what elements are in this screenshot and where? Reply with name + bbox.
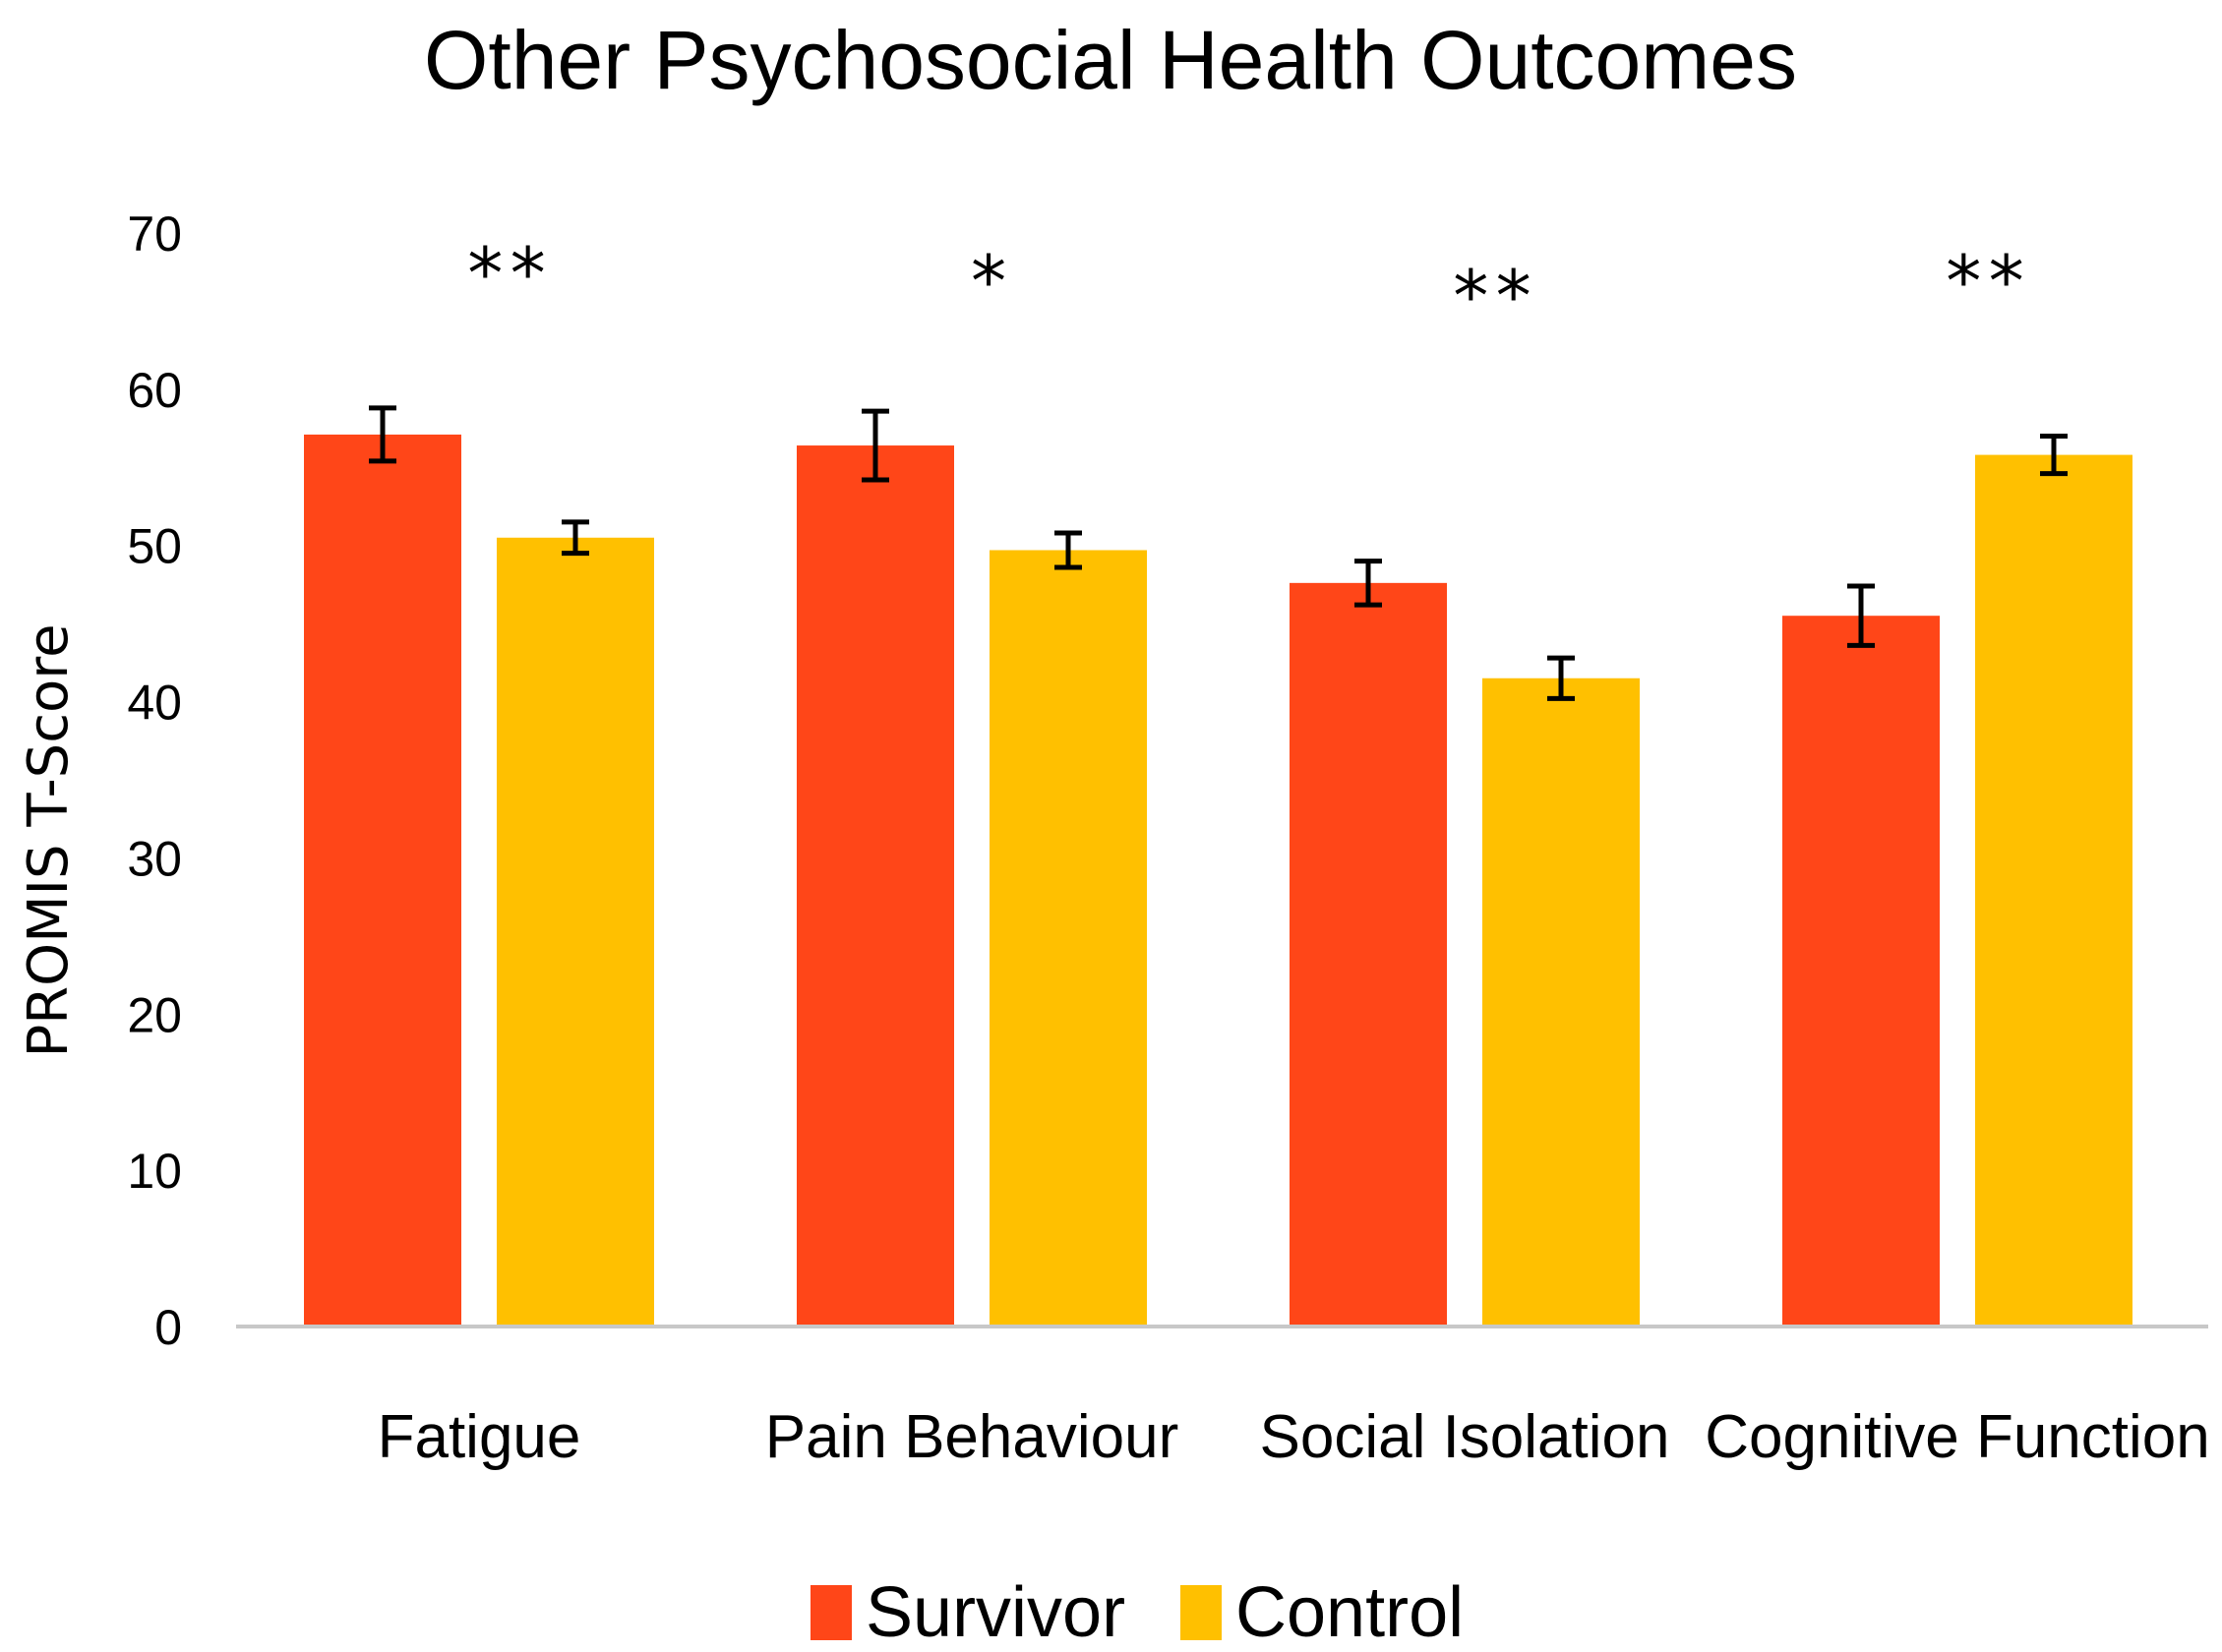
legend-label: Control [1235, 1573, 1464, 1652]
bar-control-fatigue [497, 537, 654, 1327]
bar-survivor-pain-behaviour [797, 445, 954, 1327]
legend-item-survivor: Survivor [811, 1573, 1125, 1652]
bars [304, 434, 2132, 1327]
y-tick-label: 50 [127, 519, 182, 574]
bar-control-cognitive-function [1975, 454, 2132, 1327]
error-bar [862, 408, 889, 483]
legend: Survivor Control [811, 1573, 1464, 1652]
significance-marker: * [967, 240, 1009, 323]
y-tick-label: 60 [127, 363, 182, 418]
error-bar [1547, 655, 1575, 701]
bar-control-social-isolation [1482, 678, 1640, 1327]
y-tick-label: 0 [154, 1300, 182, 1355]
significance-marker: ** [1450, 255, 1535, 337]
legend-swatch [1180, 1585, 1222, 1640]
legend-label: Survivor [866, 1573, 1125, 1652]
bar-survivor-fatigue [304, 434, 461, 1327]
y-tick-label: 40 [127, 676, 182, 731]
legend-swatch [811, 1585, 852, 1640]
y-axis-label: PROMIS T-Score [17, 623, 81, 1057]
y-tick-label: 20 [127, 987, 182, 1042]
chart-title: Other Psychosocial Health Outcomes [424, 14, 1797, 106]
error-bar [562, 519, 589, 557]
significance-markers: ** * ** ** [464, 232, 2028, 337]
error-bar [1847, 583, 1875, 648]
error-bar [1054, 530, 1082, 570]
bar-survivor-social-isolation [1290, 582, 1447, 1327]
x-tick-label: Social Isolation [1259, 1403, 1669, 1471]
y-tick-label: 70 [127, 206, 182, 262]
x-axis-category-labels: Fatigue Pain Behaviour Social Isolation Cog… [378, 1403, 2210, 1471]
significance-marker: ** [464, 232, 550, 315]
significance-marker: ** [1943, 240, 2028, 323]
error-bar [1354, 559, 1382, 608]
y-tick-label: 10 [127, 1144, 182, 1199]
y-axis-ticks: 0 10 20 30 40 50 60 70 [127, 206, 182, 1355]
error-bar [2040, 434, 2068, 477]
x-tick-label: Cognitive Function [1705, 1403, 2210, 1471]
x-tick-label: Pain Behaviour [765, 1403, 1179, 1471]
bar-survivor-cognitive-function [1782, 616, 1940, 1327]
legend-item-control: Control [1180, 1573, 1464, 1652]
y-tick-label: 30 [127, 831, 182, 886]
bar-control-pain-behaviour [990, 550, 1147, 1327]
error-bars [369, 405, 2068, 701]
x-tick-label: Fatigue [378, 1403, 581, 1471]
error-bar [369, 405, 396, 464]
